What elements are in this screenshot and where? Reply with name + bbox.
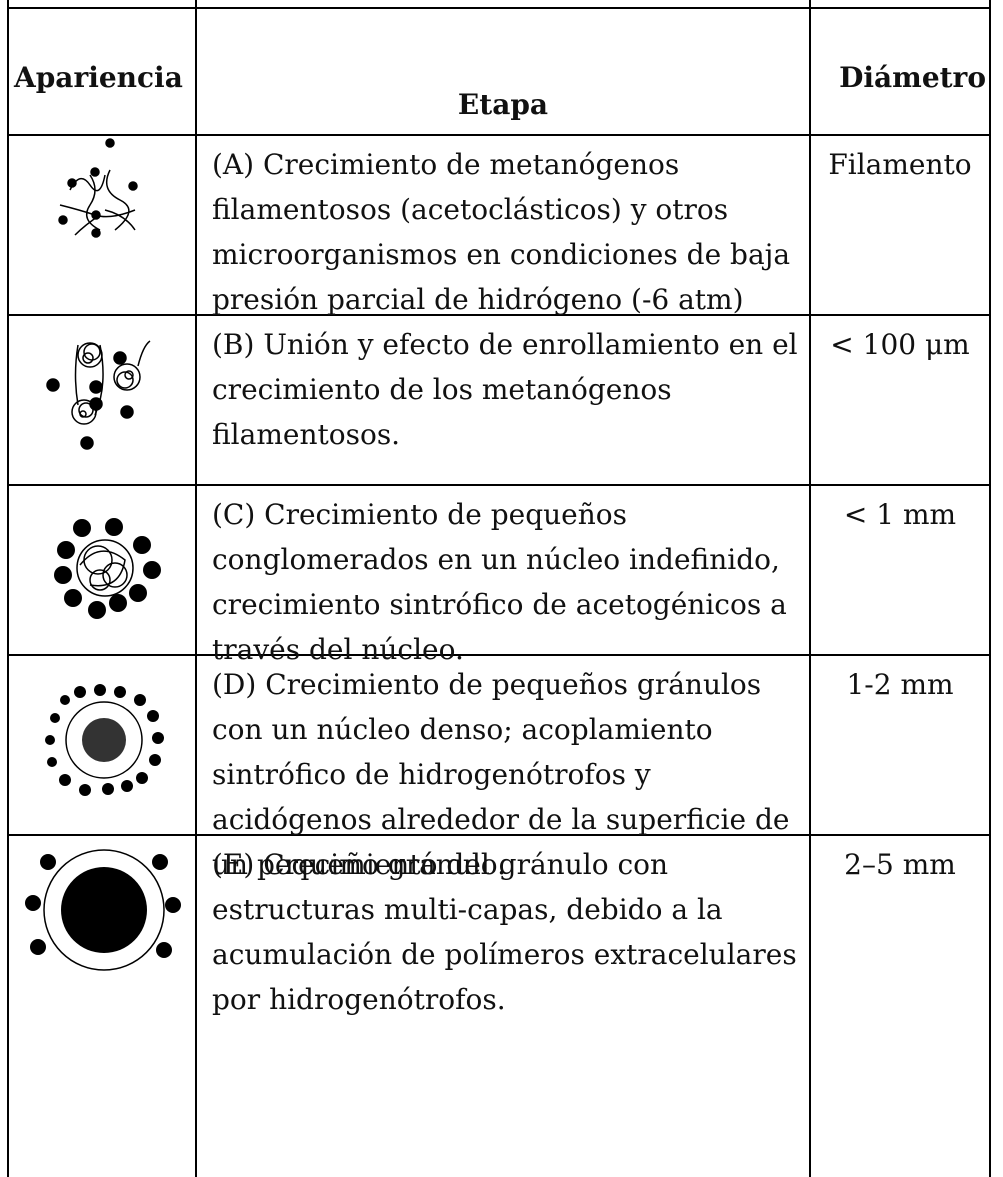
icon-large-granule: [25, 849, 181, 971]
stage-text: (E) Crecimiento del gránulo con estructu…: [212, 848, 797, 1016]
stage-text: (C) Crecimiento de pequeños conglomerado…: [212, 498, 787, 666]
icon-small-granule: [45, 684, 164, 796]
icon-coils: [46, 340, 151, 450]
stage-text: (D) Crecimiento de pequeños gránulos con…: [212, 668, 790, 881]
header-appearance: Apariencia: [14, 61, 183, 94]
header-diameter: Diámetro: [839, 61, 986, 94]
diameter-text: Filamento: [828, 148, 972, 181]
diameter-text: 1-2 mm: [846, 668, 954, 701]
header-stage: Etapa: [457, 88, 549, 121]
icon-filaments: [58, 138, 138, 238]
table-rules: [7, 0, 991, 1177]
diameter-text: < 100 μm: [830, 328, 970, 361]
diameter-text: 2–5 mm: [844, 848, 956, 881]
icon-cluster: [54, 518, 161, 619]
stage-text: (A) Crecimiento de metanógenos filamento…: [212, 148, 791, 316]
stage-text: (B) Unión y efecto de enrollamiento en e…: [212, 328, 798, 451]
diameter-text: < 1 mm: [843, 498, 957, 531]
